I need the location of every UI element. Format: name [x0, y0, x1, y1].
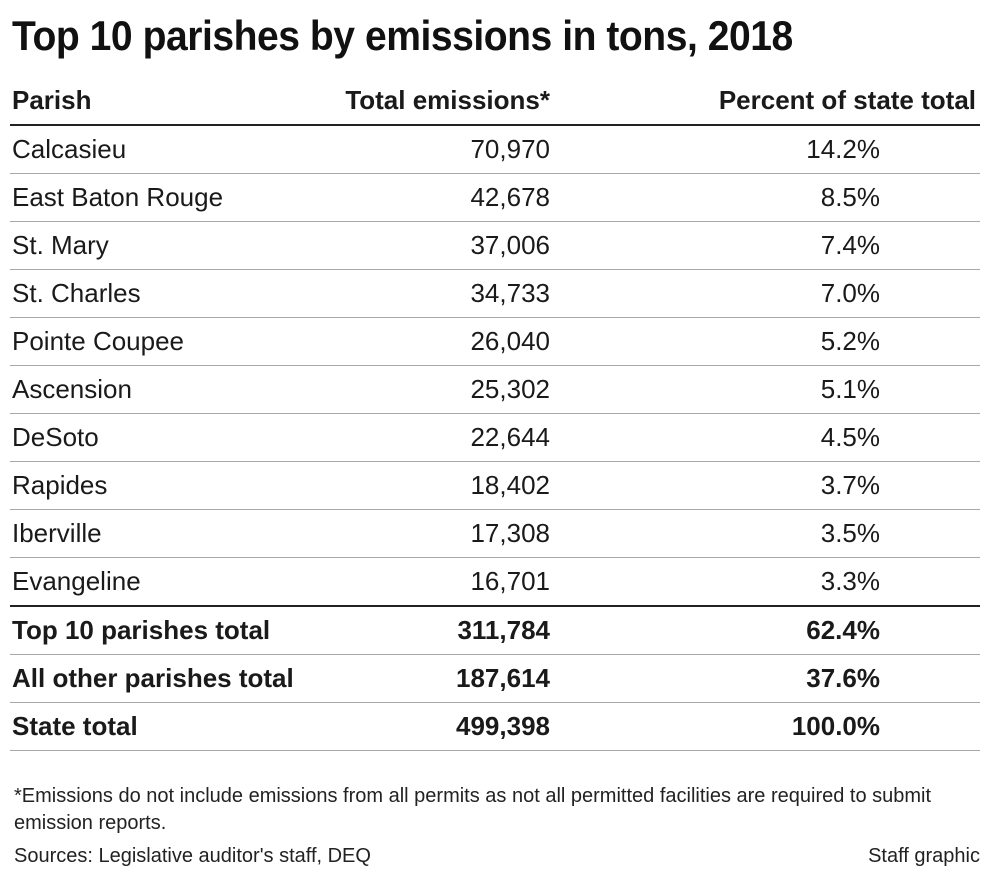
percent-cell: 7.4%: [550, 221, 980, 270]
parish-cell: Pointe Coupee: [10, 317, 342, 366]
total-row-state: State total 499,398 100.0%: [10, 702, 980, 751]
total-row-other: All other parishes total 187,614 37.6%: [10, 654, 980, 703]
parish-cell: Iberville: [10, 509, 342, 558]
table-row: St. Charles 34,733 7.0%: [10, 269, 980, 318]
emissions-cell: 22,644: [342, 413, 550, 462]
total-label-cell: Top 10 parishes total: [10, 605, 342, 655]
emissions-cell: 70,970: [342, 125, 550, 174]
percent-cell: 14.2%: [550, 125, 980, 174]
emissions-cell: 25,302: [342, 365, 550, 414]
emissions-cell: 17,308: [342, 509, 550, 558]
table-row: St. Mary 37,006 7.4%: [10, 221, 980, 270]
column-header-parish: Parish: [10, 76, 342, 126]
percent-cell: 7.0%: [550, 269, 980, 318]
percent-cell: 5.1%: [550, 365, 980, 414]
table-header-row: Parish Total emissions* Percent of state…: [10, 76, 980, 126]
table-row: DeSoto 22,644 4.5%: [10, 413, 980, 462]
parish-cell: East Baton Rouge: [10, 173, 342, 222]
parish-cell: Evangeline: [10, 557, 342, 607]
table-row: East Baton Rouge 42,678 8.5%: [10, 173, 980, 222]
parish-cell: St. Mary: [10, 221, 342, 270]
emissions-cell: 42,678: [342, 173, 550, 222]
table-row: Calcasieu 70,970 14.2%: [10, 125, 980, 174]
table-row: Pointe Coupee 26,040 5.2%: [10, 317, 980, 366]
column-header-percent: Percent of state total: [550, 76, 980, 126]
emissions-table: Parish Total emissions* Percent of state…: [10, 76, 980, 751]
emissions-cell: 37,006: [342, 221, 550, 270]
sources-note: Sources: Legislative auditor's staff, DE…: [14, 845, 371, 867]
footnote: *Emissions do not include emissions from…: [14, 785, 932, 834]
parish-cell: Ascension: [10, 365, 342, 414]
total-percent-cell: 62.4%: [550, 605, 980, 655]
total-emissions-cell: 187,614: [342, 654, 550, 703]
percent-cell: 5.2%: [550, 317, 980, 366]
emissions-cell: 34,733: [342, 269, 550, 318]
credit-note: Staff graphic: [868, 845, 980, 867]
chart-title: Top 10 parishes by emissions in tons, 20…: [12, 12, 793, 59]
emissions-cell: 16,701: [342, 557, 550, 607]
percent-cell: 3.3%: [550, 557, 980, 607]
parish-cell: St. Charles: [10, 269, 342, 318]
parish-cell: Rapides: [10, 461, 342, 510]
total-emissions-cell: 499,398: [342, 702, 550, 751]
table-row: Ascension 25,302 5.1%: [10, 365, 980, 414]
total-row-top-10: Top 10 parishes total 311,784 62.4%: [10, 605, 980, 655]
total-emissions-cell: 311,784: [342, 605, 550, 655]
percent-cell: 8.5%: [550, 173, 980, 222]
total-percent-cell: 37.6%: [550, 654, 980, 703]
table-row: Evangeline 16,701 3.3%: [10, 557, 980, 607]
percent-cell: 3.5%: [550, 509, 980, 558]
column-header-total-emissions: Total emissions*: [342, 76, 550, 126]
total-label-cell: State total: [10, 702, 342, 751]
parish-cell: DeSoto: [10, 413, 342, 462]
total-percent-cell: 100.0%: [550, 702, 980, 751]
table-row: Rapides 18,402 3.7%: [10, 461, 980, 510]
emissions-cell: 26,040: [342, 317, 550, 366]
total-label-cell: All other parishes total: [10, 654, 342, 703]
percent-cell: 3.7%: [550, 461, 980, 510]
table-row: Iberville 17,308 3.5%: [10, 509, 980, 558]
emissions-cell: 18,402: [342, 461, 550, 510]
parish-cell: Calcasieu: [10, 125, 342, 174]
percent-cell: 4.5%: [550, 413, 980, 462]
